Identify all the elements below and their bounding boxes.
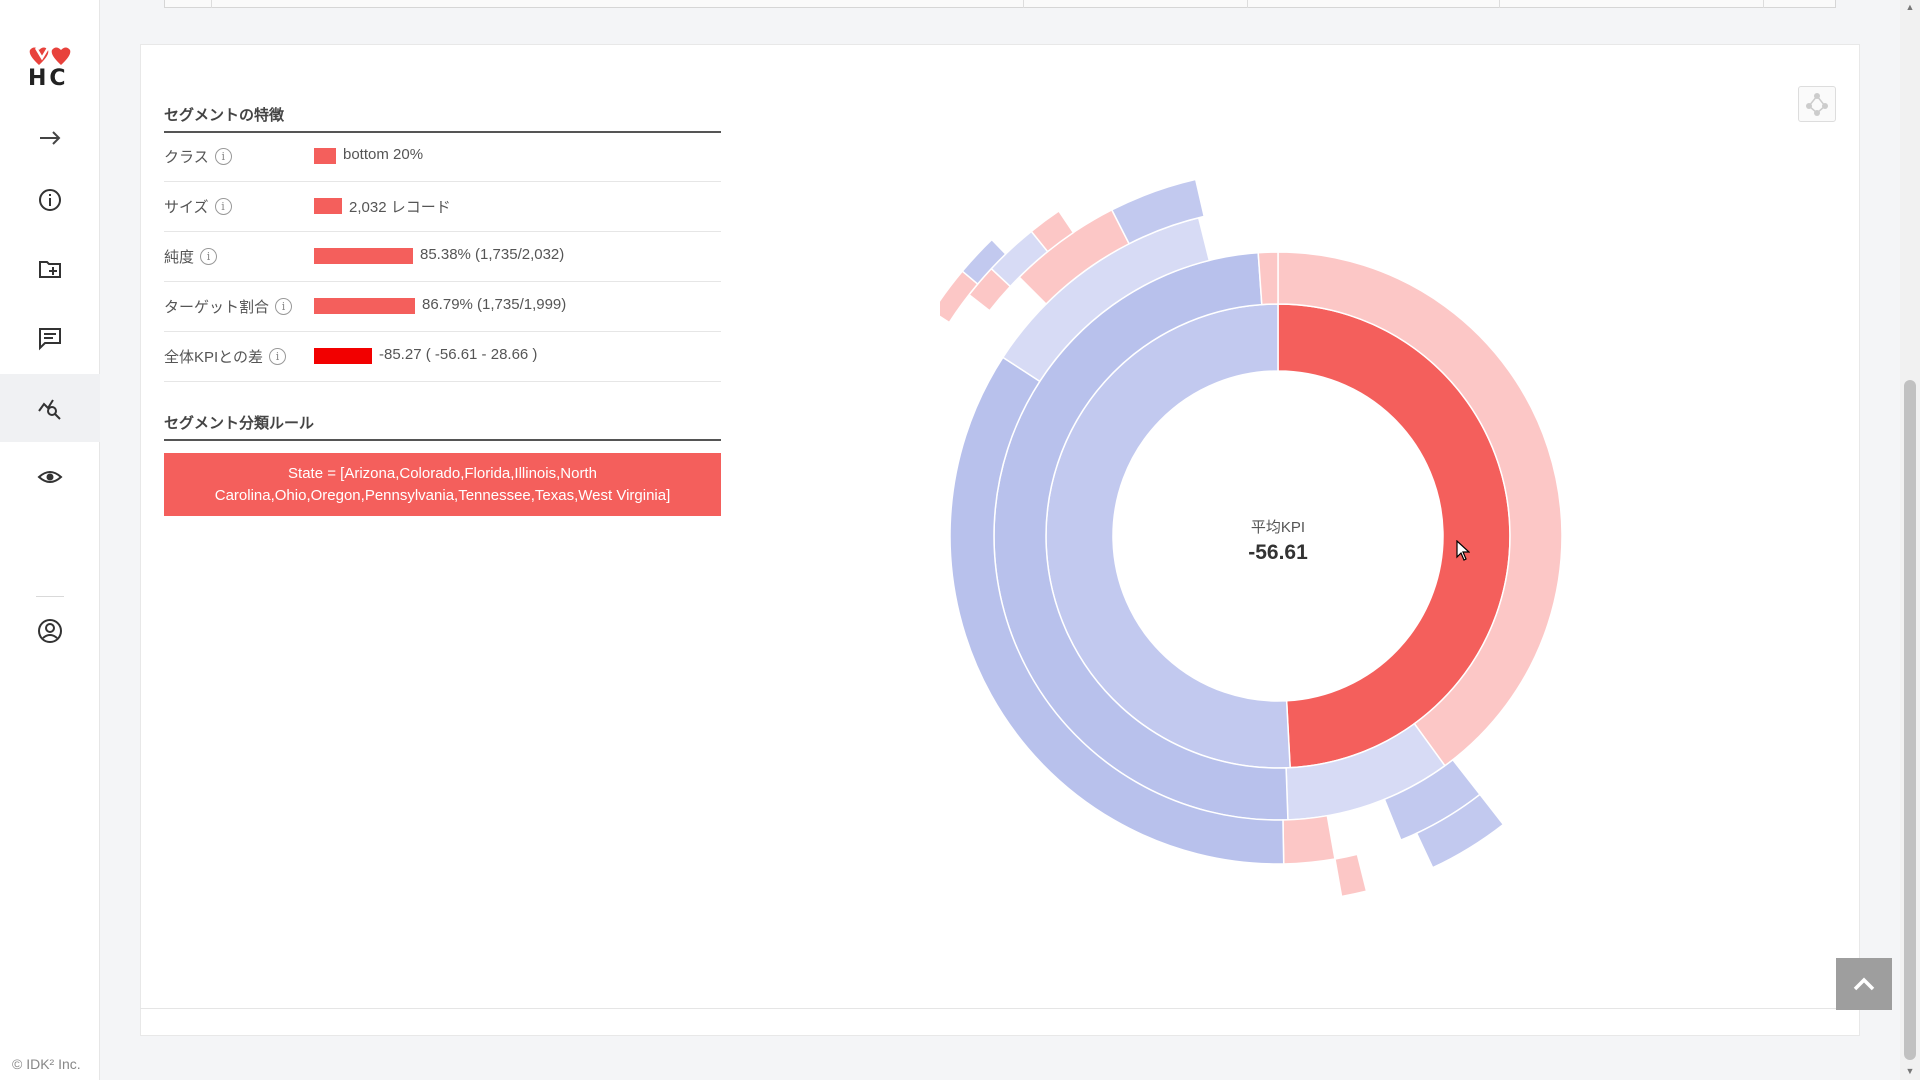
sidebar-item-analysis[interactable] (0, 374, 100, 442)
user-circle-icon (38, 619, 62, 643)
eye-icon (37, 471, 63, 483)
sidebar-item-expand[interactable] (0, 104, 100, 172)
rules-title: セグメント分類ルール (164, 412, 721, 441)
sidebar-item-comments[interactable] (0, 304, 100, 372)
feature-row: 全体KPIとの差 i -85.27 ( -56.61 - 28.66 ) (164, 332, 721, 382)
info-icon[interactable]: i (200, 248, 218, 265)
feature-row: ターゲット割合 i 86.79% (1,735/1,999) (164, 282, 721, 332)
sunburst-segment[interactable] (1415, 793, 1505, 869)
info-icon (39, 189, 61, 211)
feature-label: 純度 i (164, 246, 218, 267)
feature-value: 85.38% (1,735/2,032) (420, 246, 565, 263)
network-icon (1806, 93, 1828, 116)
feature-bar (314, 248, 413, 264)
feature-value: bottom 20% (343, 146, 424, 163)
info-icon[interactable]: i (214, 148, 232, 165)
heart-logo-icon (29, 47, 71, 65)
scroll-to-top-button[interactable] (1836, 958, 1892, 1010)
table-column-divider (1247, 0, 1248, 8)
feature-row: サイズ i 2,032 レコード (164, 182, 721, 232)
features-title: セグメントの特徴 (164, 104, 721, 133)
copyright-text: © IDK² Inc. (12, 1056, 81, 1072)
feature-label-text: 純度 (164, 249, 195, 266)
sidebar-item-account[interactable] (0, 597, 100, 665)
info-icon[interactable]: i (214, 198, 232, 215)
logo-text: HC (28, 66, 69, 91)
sunburst-segment[interactable] (1110, 178, 1206, 245)
scroll-up-arrow[interactable]: ▲ (1905, 2, 1915, 12)
sunburst-segment[interactable] (1282, 814, 1336, 865)
feature-row: クラス i bottom 20% (164, 132, 721, 182)
feature-label-text: 全体KPIとの差 (164, 349, 264, 366)
app-logo[interactable]: HC (26, 44, 74, 92)
center-kpi-title: 平均KPI (1250, 519, 1306, 536)
feature-bar (314, 198, 342, 214)
scrollbar-thumb[interactable] (1904, 380, 1916, 1060)
info-icon[interactable]: i (275, 298, 293, 315)
table-column-divider (1023, 0, 1024, 8)
table-column-divider (211, 0, 212, 8)
feature-label-text: クラス (164, 149, 209, 166)
feature-bar (314, 298, 415, 314)
feature-bar (314, 148, 336, 164)
chart-center-label: 平均KPI -56.61 (1178, 516, 1378, 565)
sidebar-item-view[interactable] (0, 443, 100, 511)
center-kpi-value: -56.61 (1248, 541, 1308, 564)
segment-rule: State = [Arizona,Colorado,Florida,Illino… (164, 453, 721, 516)
sidebar-item-new-folder[interactable] (0, 235, 100, 303)
sidebar: HC (0, 0, 100, 1080)
sunburst-segment[interactable] (961, 238, 1007, 286)
mouse-cursor-icon (1456, 540, 1470, 561)
feature-value: -85.27 ( -56.61 - 28.66 ) (379, 346, 538, 363)
data-table-bottom-edge (164, 0, 1836, 8)
feature-label: クラス i (164, 146, 232, 167)
card-divider (140, 1008, 1860, 1009)
sunburst-segment[interactable] (1030, 209, 1075, 253)
chart-search-icon (38, 399, 61, 420)
scroll-down-arrow[interactable]: ▼ (1905, 1066, 1915, 1076)
feature-label: サイズ i (164, 196, 232, 217)
sunburst-segment[interactable] (1334, 853, 1368, 898)
comment-icon (39, 328, 61, 351)
table-column-divider (1499, 0, 1500, 8)
sunburst-chart (940, 178, 1563, 898)
arrow-right-icon (40, 131, 61, 145)
feature-row: 純度 i 85.38% (1,735/2,032) (164, 232, 721, 282)
table-column-divider (1763, 0, 1764, 8)
sidebar-item-info[interactable] (0, 166, 100, 234)
feature-bar (314, 348, 372, 364)
sidebar-divider (36, 596, 64, 597)
feature-value: 2,032 レコード (349, 199, 451, 216)
feature-label-text: サイズ (164, 199, 209, 216)
feature-value: 86.79% (1,735/1,999) (422, 296, 567, 313)
chevron-up-icon (1853, 977, 1875, 991)
feature-label: ターゲット割合 i (164, 296, 293, 317)
sunburst-segment[interactable] (1257, 251, 1279, 306)
info-icon[interactable]: i (269, 348, 287, 365)
feature-label-text: ターゲット割合 (164, 299, 270, 316)
feature-label: 全体KPIとの差 i (164, 346, 287, 367)
chart-tool-button[interactable] (1798, 86, 1836, 122)
folder-plus-icon (39, 261, 61, 278)
